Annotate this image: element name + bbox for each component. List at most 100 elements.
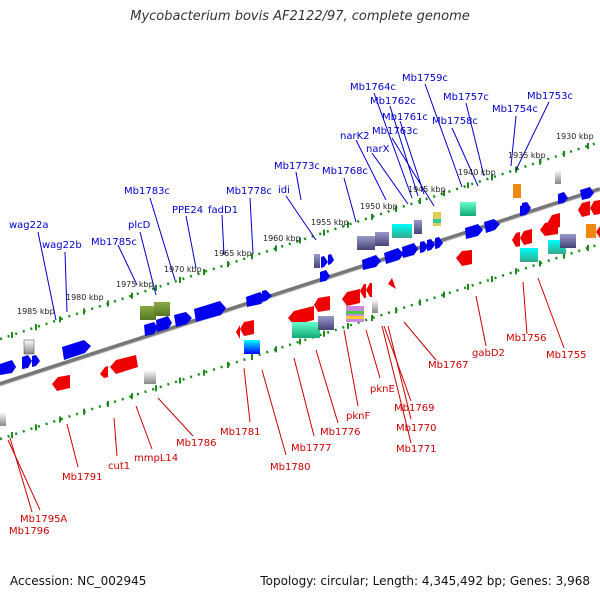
gene-block [372,299,378,313]
kbp-tick-label: 1965 kbp [214,249,252,258]
gene-block [140,306,156,320]
gene-label-reverse: cut1 [108,461,130,472]
gene-reverse [314,296,330,312]
kbp-tick-label: 1945 kbp [408,185,446,194]
gene-forward [328,254,334,265]
gene-label-reverse: Mb1755 [546,350,586,361]
gene-forward [435,237,443,249]
gene-label-reverse: Mb1770 [396,423,436,434]
gene-label-forward: narX [366,144,390,155]
accession-text: Accession: NC_002945 [10,574,147,588]
gene-reverse [388,278,396,289]
kbp-tick-label: 1955 kbp [311,218,349,227]
gene-label-forward: Mb1758c [432,116,478,127]
gene-forward [402,243,418,258]
gene-label-reverse: pknF [346,411,370,422]
gene-forward [465,224,483,239]
gene-block [392,224,412,238]
gene-forward [420,241,428,253]
gene-reverse [548,213,560,229]
gene-block [414,220,422,234]
gene-reverse [342,289,360,306]
forward-callouts [37,83,550,321]
gene-reverse [520,229,532,245]
gene-label-forward: Mb1768c [322,166,368,177]
gene-block [560,234,576,248]
gene-block [513,184,521,198]
gene-label-forward: wag22b [42,240,82,251]
gene-forward [427,239,435,251]
gene-label-forward: Mb1754c [492,104,538,115]
gene-block [375,232,389,246]
gene-forward [362,255,381,270]
gene-label-reverse: Mb1756 [506,333,546,344]
gene-label-reverse: Mb1796 [9,526,49,537]
gene-block [357,236,375,250]
gene-reverse [236,325,240,339]
gene-forward [384,248,404,264]
gene-forward [321,256,328,268]
gene-label-reverse: Mb1771 [396,444,436,455]
gene-forward [246,292,266,307]
gene-block [292,322,320,338]
gene-label-reverse: Mb1786 [176,438,216,449]
genome-backbone [0,187,600,386]
gene-label-reverse: Mb1781 [220,427,260,438]
gene-block [144,370,156,384]
forward-genes [0,187,594,375]
gene-label-forward: wag22a [9,220,49,231]
gene-forward [62,340,91,360]
gene-reverse [578,201,590,217]
gene-forward [22,355,32,369]
gene-forward [484,219,500,233]
gene-label-reverse: Mb1767 [428,360,468,371]
gene-reverse [110,355,138,374]
gene-reverse [590,200,600,215]
gene-label-reverse: mmpL14 [134,453,178,464]
map-title: Mycobacterium bovis AF2122/97, complete … [130,9,470,24]
kbp-tick-label: 1975 kbp [116,280,154,289]
gene-block [586,224,596,238]
gene-label-reverse: Mb1777 [291,443,331,454]
gene-forward [144,322,158,336]
kbp-tick-label: 1980 kbp [66,293,104,302]
gene-label-forward: Mb1778c [226,186,272,197]
gene-forward [194,301,226,322]
gene-reverse [456,250,472,266]
gene-label-reverse: pknE [370,384,395,395]
gene-label-reverse: Mb1769 [394,403,434,414]
gene-label-forward: narK2 [340,131,370,142]
ring-top [0,140,600,341]
kbp-tick-label: 1935 kbp [508,151,546,160]
gene-forward [174,312,192,327]
gene-forward [262,290,272,302]
gene-reverse [366,283,372,297]
gene-forward [0,360,16,375]
gene-label-forward: Mb1757c [443,92,489,103]
kbp-tick-label: 1960 kbp [263,234,301,243]
gene-forward [558,192,568,204]
gene-reverse [100,366,108,378]
gene-forward [32,355,40,367]
gene-label-reverse: Mb1776 [320,427,360,438]
gene-label-forward: PPE24 [172,205,203,216]
forward-features [23,170,561,355]
gene-label-forward: Mb1773c [274,161,320,172]
gene-label-forward: idi [278,185,290,196]
gene-reverse [360,284,366,298]
gene-block [154,302,170,316]
gene-label-forward: Mb1783c [124,186,170,197]
kbp-tick-label: 1950 kbp [360,202,398,211]
gene-label-reverse: gabD2 [472,348,505,359]
gene-block [460,202,476,216]
gene-forward [320,270,330,282]
gene-label-forward: Mb1763c [372,126,418,137]
gene-block [314,254,320,268]
gene-forward [580,187,594,200]
gene-label-forward: Mb1764c [350,82,396,93]
ring-bottom [0,242,600,441]
kbp-tick-label: 1985 kbp [17,307,55,316]
gene-label-reverse: Mb1780 [270,462,310,473]
gene-reverse [52,375,70,391]
gene-label-forward: Mb1762c [370,96,416,107]
